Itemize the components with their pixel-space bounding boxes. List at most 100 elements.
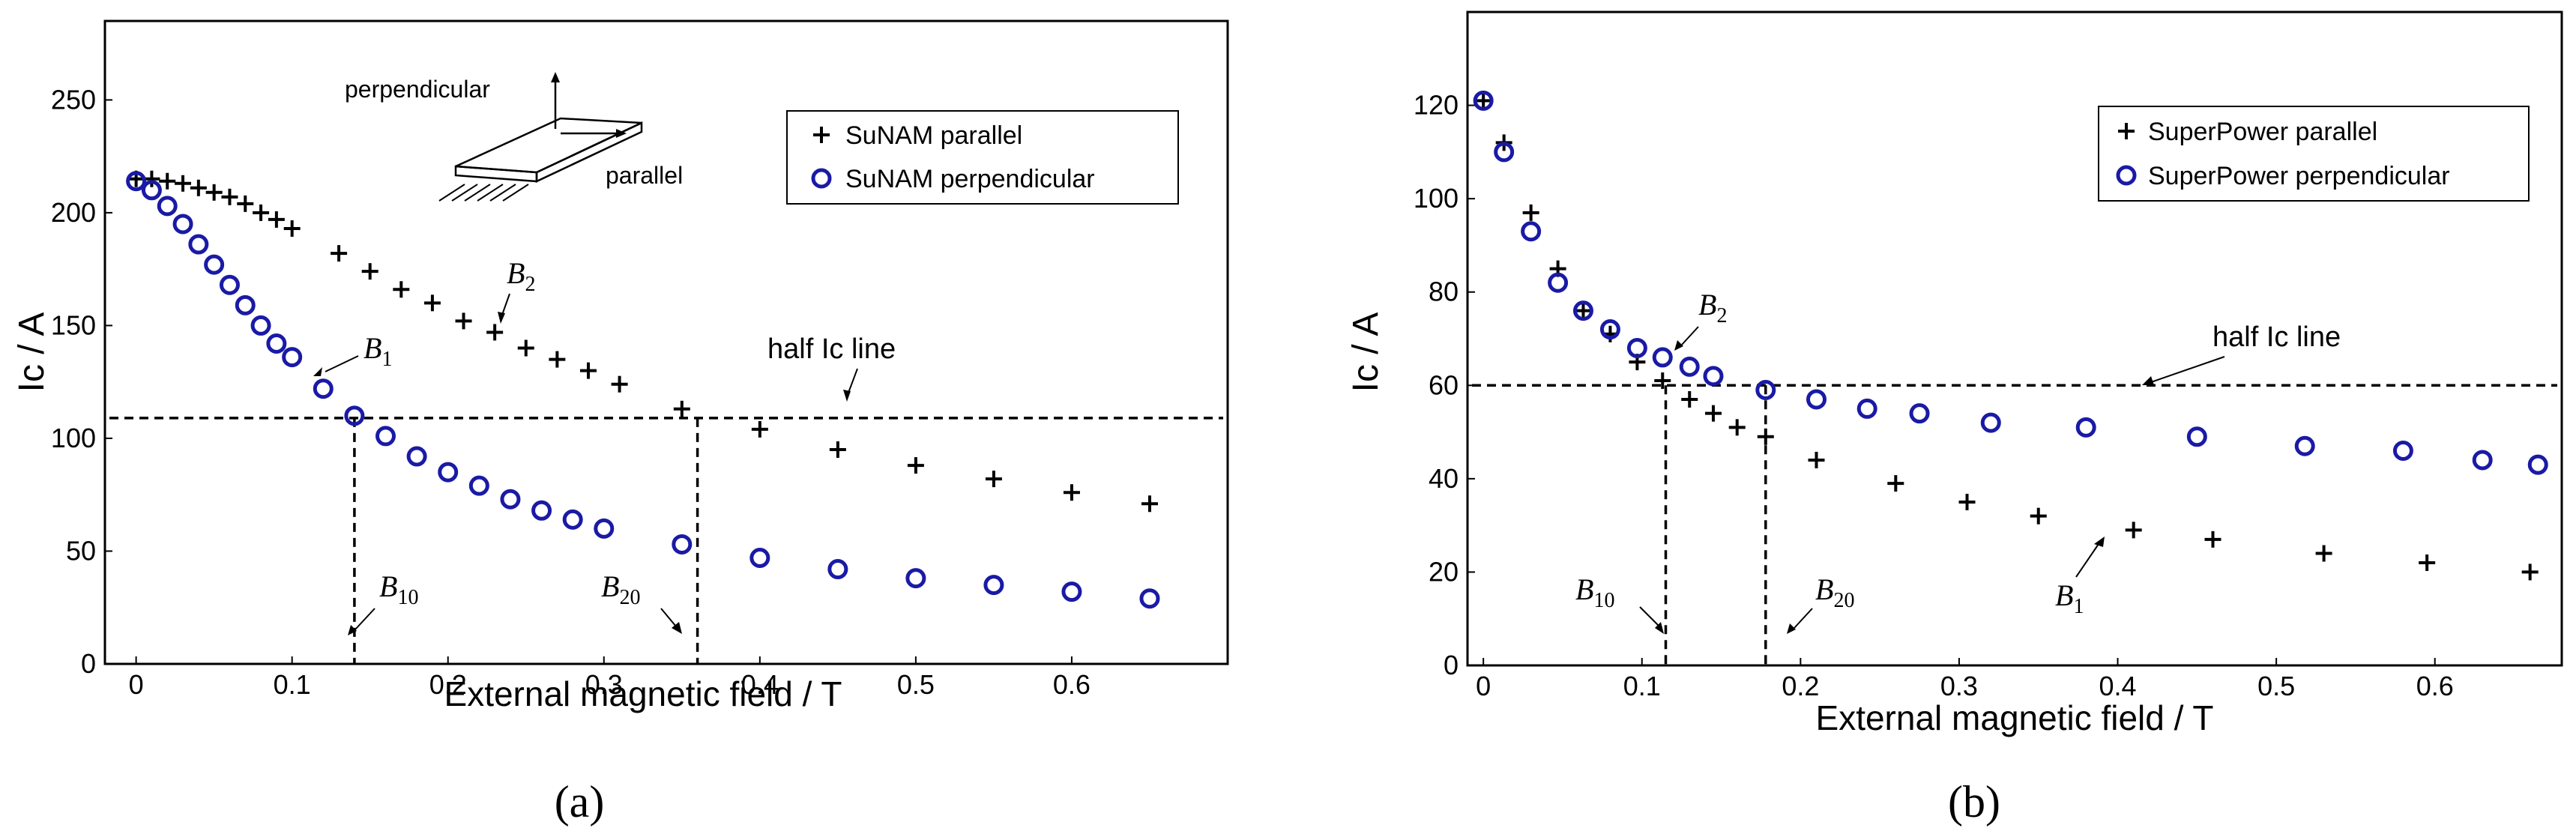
perpendicular-data-point (1521, 221, 1542, 242)
panel-b-b20-pointer-head (1787, 623, 1796, 634)
panel-a-half-ic-label: half Ic line (767, 333, 896, 365)
panel-b-annotations: half Ic line B2 B10 B20 B1 (1575, 288, 2341, 634)
y-tick-label: 0 (81, 648, 96, 679)
parallel-data-point (673, 400, 690, 417)
parallel-data-point (1141, 495, 1158, 513)
perpendicular-data-point (126, 171, 147, 192)
parallel-data-point (751, 420, 768, 438)
y-tick-label: 100 (1414, 183, 1459, 214)
panel-b-plot-frame (1466, 10, 2563, 667)
x-tick-label: 0.3 (585, 669, 623, 700)
panel-b-b20-label: B20 (1815, 572, 1854, 612)
perpendicular-data-point (1679, 356, 1700, 377)
parallel-data-point (1522, 204, 1539, 221)
panel-b-x-tick-labels: 0 0.1 0.2 0.3 0.4 0.5 0.6 (1476, 658, 2454, 701)
panel-a-inset-parallel-label: parallel (606, 162, 683, 189)
perpendicular-data-point (157, 196, 178, 217)
panel-a-y-axis-label: Ic / A (12, 312, 52, 393)
panel-b-series-perpendicular (1473, 90, 2548, 475)
perpendicular-data-point (500, 489, 521, 510)
y-tick-label: 60 (1429, 369, 1459, 400)
x-tick-label: 0.1 (1623, 671, 1661, 701)
parallel-data-point (2125, 522, 2142, 539)
panel-a-tape-inset: perpendicular parallel (345, 72, 683, 202)
perpendicular-data-point (1473, 90, 1494, 111)
panel-a-legend-label-parallel: SuNAM parallel (845, 121, 1022, 150)
perpendicular-data-point (2294, 435, 2315, 456)
panel-b-legend-box (2098, 106, 2530, 202)
panel-b-b20-pointer (1794, 608, 1813, 629)
panel-b-x-axis-label: External magnetic field / T (1816, 698, 2214, 737)
perpendicular-data-point (1139, 588, 1160, 609)
x-tick-label: 0.3 (1940, 671, 1978, 701)
panel-a-b1-pointer-head (313, 367, 322, 376)
panel-a-legend-marker-parallel (813, 127, 830, 143)
perpendicular-data-point (204, 254, 225, 275)
perpendicular-data-point (266, 333, 287, 354)
parallel-data-point (221, 188, 238, 205)
perpendicular-data-point (375, 426, 396, 447)
parallel-data-point (1887, 475, 1904, 492)
perpendicular-data-point (983, 575, 1004, 596)
parallel-data-point (253, 204, 270, 221)
panel-a-b2-pointer (501, 293, 510, 315)
panel-a-b1-pointer (325, 355, 359, 372)
panel-a-series-perpendicular (126, 171, 1160, 609)
perpendicular-data-point (2527, 454, 2548, 475)
x-tick-label: 0 (129, 669, 144, 700)
perpendicular-data-point (749, 548, 770, 569)
perpendicular-data-point (438, 462, 459, 483)
panel-b-legend-label-perpendicular: SuperPower perpendicular (2148, 162, 2450, 190)
perpendicular-data-point (594, 518, 615, 539)
perpendicular-data-point (1494, 142, 1515, 163)
perpendicular-data-point (2075, 417, 2096, 438)
perpendicular-data-point (235, 294, 256, 315)
parallel-data-point (2204, 531, 2221, 548)
parallel-data-point (283, 220, 301, 237)
parallel-data-point (611, 375, 628, 393)
panel-a-tape-side (535, 121, 643, 183)
y-tick-label: 80 (1429, 277, 1459, 307)
parallel-data-point (361, 263, 378, 280)
perpendicular-data-point (1909, 403, 1930, 424)
parallel-data-point (579, 362, 597, 379)
parallel-data-point (907, 457, 924, 474)
panel-b-legend-label-parallel: SuperPower parallel (2148, 118, 2377, 146)
parallel-data-point (1958, 494, 1976, 510)
parallel-data-point (1654, 372, 1671, 390)
parallel-data-point (2419, 554, 2436, 571)
panel-a-reference-lines (109, 417, 1223, 664)
parallel-data-point (1704, 405, 1722, 422)
y-tick-label: 0 (1444, 650, 1459, 680)
panel-a-b10-pointer (355, 608, 375, 630)
perpendicular-data-point (1856, 398, 1877, 419)
x-tick-label: 0.6 (1053, 669, 1091, 700)
panel-a-legend-marker-perpendicular (811, 168, 832, 189)
y-tick-label: 120 (1414, 90, 1459, 121)
x-tick-label: 0 (1476, 671, 1491, 701)
perpendicular-data-point (562, 509, 583, 530)
parallel-data-point (1681, 390, 1698, 408)
perpendicular-data-point (344, 405, 365, 426)
parallel-data-point (268, 211, 285, 228)
perpendicular-data-point (313, 378, 334, 399)
panel-a-x-axis-label: External magnetic field / T (444, 674, 842, 713)
parallel-data-point (1757, 428, 1774, 445)
parallel-data-point (486, 324, 504, 341)
perpendicular-data-point (1548, 272, 1569, 293)
perpendicular-data-point (172, 214, 193, 235)
x-tick-label: 0.4 (2099, 671, 2137, 701)
parallel-data-point (829, 441, 846, 458)
y-tick-label: 100 (51, 423, 96, 453)
panel-a-label: (a) (555, 777, 605, 827)
parallel-data-point (393, 281, 410, 298)
parallel-data-point (1728, 419, 1746, 436)
x-tick-label: 0.4 (741, 669, 779, 700)
perpendicular-data-point (2186, 426, 2207, 447)
panel-b: 0 0.1 0.2 0.3 0.4 0.5 0.6 0 20 40 60 80 100 120 Exte… (1346, 10, 2563, 827)
panel-a-b2-pointer-head (498, 312, 505, 324)
parallel-data-point (455, 312, 472, 330)
panel-b-legend-marker-parallel (2118, 123, 2135, 139)
panel-a-b1-label: B1 (364, 331, 392, 371)
parallel-data-point (423, 294, 441, 312)
